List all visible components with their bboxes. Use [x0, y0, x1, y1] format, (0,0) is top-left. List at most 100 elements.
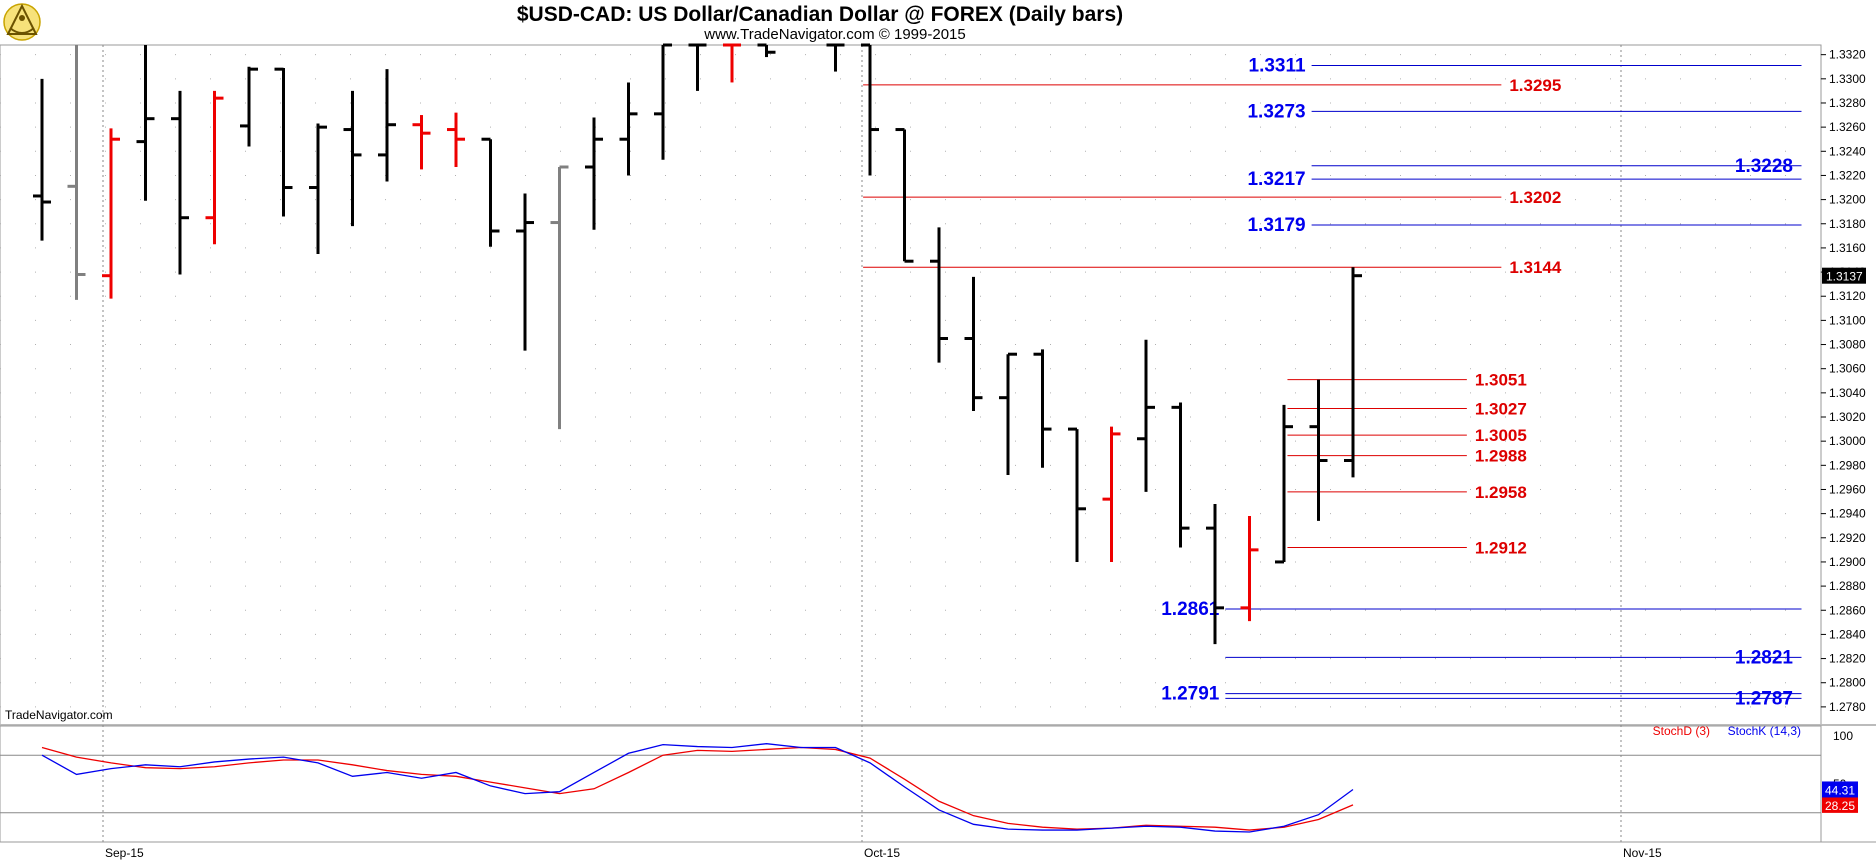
stoch-value-badge — [1822, 796, 1858, 813]
ohlc-bar — [895, 128, 914, 263]
y-tick-label: 1.2780 — [1829, 700, 1866, 714]
ohlc-bar — [378, 69, 396, 182]
ohlc-bar — [1344, 267, 1362, 478]
level-label: 1.2791 — [1161, 684, 1220, 705]
y-tick-label: 1.3020 — [1829, 410, 1866, 424]
ohlc-bar — [861, 43, 879, 176]
level-label: 1.2861 — [1161, 599, 1220, 620]
level-label: 1.3144 — [1509, 258, 1562, 277]
price-axis: 1.3320 1.3300 1.3280 1.3260 1.3240 1.3220 1.32… — [1821, 48, 1866, 714]
ohlc-bar — [999, 352, 1017, 475]
stoch-value-label: 28.25 — [1825, 799, 1855, 813]
y-tick-label: 1.3060 — [1829, 362, 1866, 376]
y-tick-label: 1.2800 — [1829, 676, 1866, 690]
y-tick-label: 1.3080 — [1829, 338, 1866, 352]
y-tick-label: 1.2940 — [1829, 507, 1866, 521]
ohlc-bar — [964, 276, 983, 411]
watermark: TradeNavigator.com — [5, 708, 113, 722]
level-label: 1.3051 — [1475, 371, 1527, 390]
y-tick-label: 1.3180 — [1829, 217, 1866, 231]
y-tick-label: 1.3120 — [1829, 289, 1866, 303]
ohlc-bar — [1275, 404, 1293, 564]
ohlc-bar — [1102, 426, 1121, 562]
y-tick-label: 1.3240 — [1829, 144, 1866, 158]
ohlc-bar — [757, 43, 776, 58]
legend-stochd: StochD (3) — [1653, 724, 1710, 738]
ohlc-bar — [585, 117, 603, 230]
ohlc-bar — [1206, 503, 1224, 645]
level-label: 1.2821 — [1735, 647, 1794, 668]
ohlc-bar — [481, 137, 500, 247]
level-label: 1.2912 — [1475, 538, 1527, 557]
level-label: 1.3202 — [1509, 188, 1561, 207]
y-tick-label: 1.2960 — [1829, 482, 1866, 496]
ohlc-bar — [412, 115, 431, 170]
stoch-value-badge — [1822, 781, 1858, 798]
price-levels: 1.3311 1.3295 1.3273 1.3228 1.3217 1.3202 1.31… — [863, 56, 1802, 709]
level-label: 1.3273 — [1247, 101, 1305, 122]
ohlc-bar — [826, 43, 845, 72]
y-tick-label: 1.3160 — [1829, 241, 1866, 255]
ohlc-bar — [1240, 516, 1259, 622]
stoch-plot-frame — [0, 725, 1822, 843]
level-label: 1.3295 — [1509, 76, 1561, 95]
chart-title: $USD-CAD: US Dollar/Canadian Dollar @ FO… — [517, 3, 1123, 26]
level-label: 1.3228 — [1735, 156, 1793, 177]
y-tick-label: 1.2920 — [1829, 531, 1866, 545]
ohlc-bar — [619, 82, 638, 176]
ohlc-bar — [1033, 349, 1052, 468]
ohlc-bars — [33, 43, 1362, 645]
level-label: 1.3311 — [1249, 56, 1306, 77]
y-tick-label: 1.3320 — [1829, 48, 1866, 62]
level-label: 1.3027 — [1475, 400, 1527, 419]
ohlc-bar — [688, 43, 707, 91]
ohlc-bar — [274, 67, 293, 217]
y-tick-label: 1.2860 — [1829, 603, 1866, 617]
ohlc-bar — [447, 112, 465, 167]
ohlc-bar — [1137, 339, 1155, 492]
y-tick-label: 1.2880 — [1829, 579, 1866, 593]
x-tick-label: Nov-15 — [1623, 846, 1662, 860]
ohlc-bar — [930, 227, 948, 363]
chart-subtitle: www.TradeNavigator.com © 1999-2015 — [703, 26, 965, 43]
y-tick-label: 1.3040 — [1829, 386, 1866, 400]
last-price-label: 1.3137 — [1826, 270, 1863, 284]
ohlc-bar — [67, 45, 86, 300]
ohlc-bar — [1171, 402, 1190, 548]
y-tick-label: 1.3300 — [1829, 72, 1866, 86]
y-tick-label: 1.3000 — [1829, 434, 1866, 448]
y-tick-label: 1.3220 — [1829, 168, 1866, 182]
ohlc-bar — [550, 165, 569, 430]
ohlc-bar — [309, 123, 327, 254]
ohlc-bar — [136, 45, 155, 201]
stoch-value-label: 44.31 — [1825, 783, 1855, 797]
ohlc-bar — [1068, 427, 1086, 562]
y-tick-label: 1.3100 — [1829, 313, 1866, 327]
y-tick-label: 1.2980 — [1829, 458, 1866, 472]
ohlc-bar — [1309, 379, 1328, 521]
ohlc-bar — [205, 90, 224, 245]
ohlc-bar — [33, 78, 51, 241]
ohlc-bar — [102, 128, 120, 299]
last-price-badge — [1822, 267, 1866, 284]
month-separators — [102, 45, 1622, 842]
ohlc-bar — [723, 43, 741, 83]
level-label: 1.2787 — [1735, 688, 1793, 709]
x-tick-label: Sep-15 — [105, 846, 144, 860]
grid — [0, 54, 1821, 708]
ohlc-bar — [516, 193, 534, 351]
level-label: 1.3217 — [1247, 169, 1305, 190]
x-tick-label: Oct-15 — [864, 846, 900, 860]
level-label: 1.2958 — [1475, 483, 1527, 502]
y-tick-label: 1.2820 — [1829, 652, 1866, 666]
y-tick-label: 1.3280 — [1829, 96, 1866, 110]
ohlc-bar — [343, 90, 362, 227]
level-label: 1.3005 — [1475, 426, 1527, 445]
ohlc-bar — [654, 43, 672, 160]
legend-stochk: StochK (14,3) — [1728, 724, 1801, 738]
y-tick-label: 1.2840 — [1829, 627, 1866, 641]
y-tick-label: 1.3200 — [1829, 193, 1866, 207]
y-tick-label: 1.3260 — [1829, 120, 1866, 134]
